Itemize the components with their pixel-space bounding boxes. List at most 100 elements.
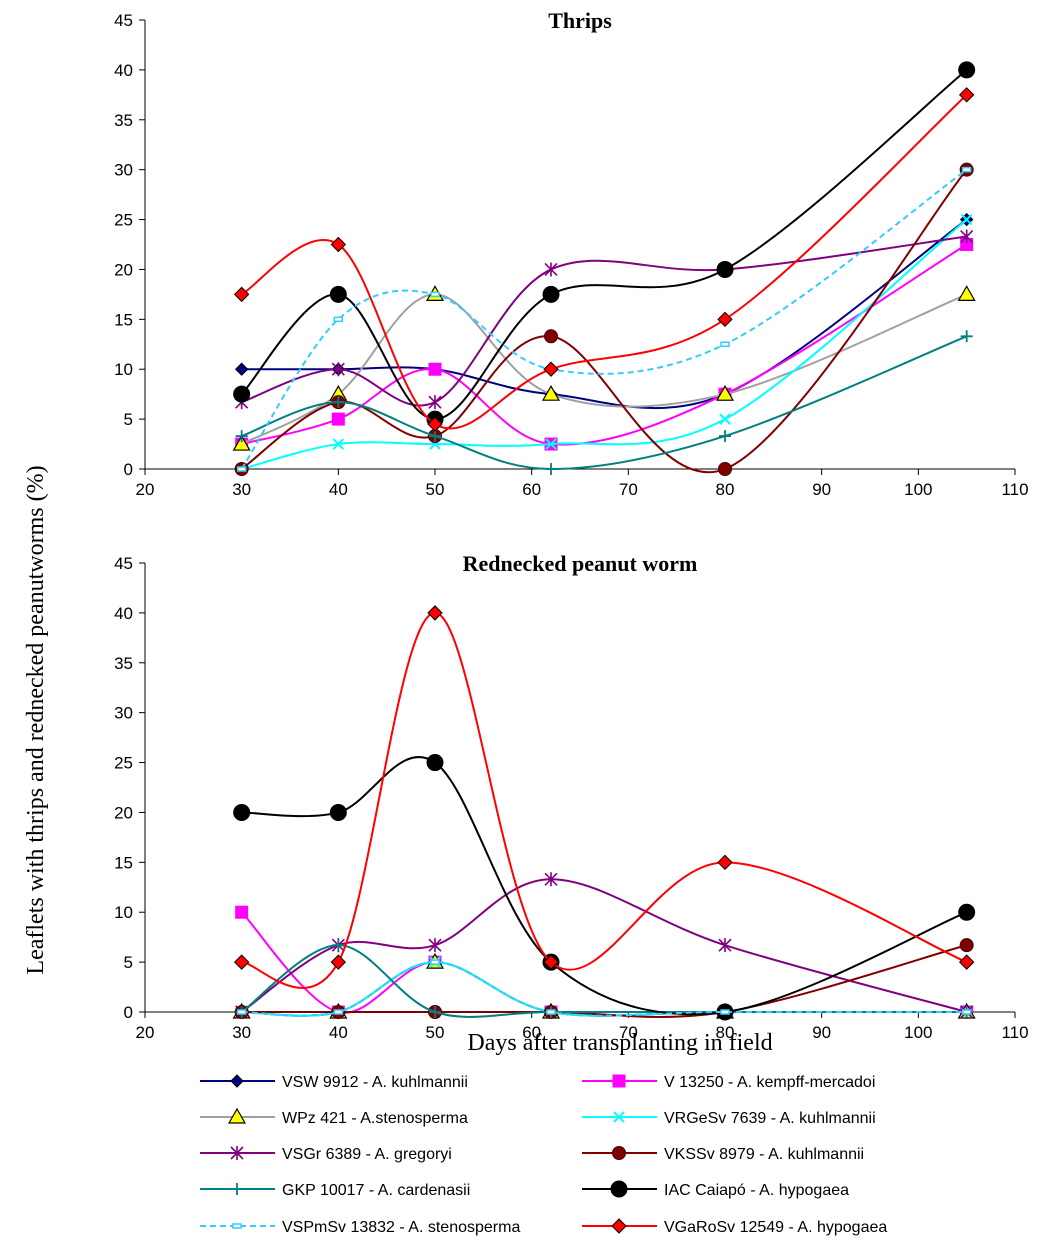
series-vrgesv-7639-a-kuhlmannii bbox=[235, 956, 973, 1018]
legend-label: VSPmSv 13832 - A. stenosperma bbox=[282, 1219, 520, 1236]
x-tick-label: 60 bbox=[522, 480, 541, 499]
x-tick-label: 70 bbox=[619, 1023, 638, 1042]
x-tick-label: 90 bbox=[812, 1023, 831, 1042]
legend-label: VSGr 6389 - A. gregoryi bbox=[282, 1146, 452, 1163]
y-tick-label: 10 bbox=[114, 360, 133, 379]
series-line bbox=[240, 69, 968, 421]
y-axis-label: Leaflets with thrips and rednecked peanu… bbox=[23, 465, 49, 974]
data-point bbox=[718, 938, 732, 953]
data-point bbox=[543, 361, 559, 377]
legend-label: VKSSv 8979 - A. kuhlmannii bbox=[664, 1146, 864, 1163]
y-tick-label: 35 bbox=[114, 111, 133, 130]
legend-marker bbox=[230, 1146, 244, 1160]
data-point bbox=[235, 430, 248, 443]
data-point bbox=[332, 396, 345, 409]
data-point bbox=[234, 362, 249, 376]
data-point bbox=[543, 954, 559, 970]
data-point bbox=[426, 754, 444, 772]
series-vspmsv-13832-a-stenosperma bbox=[236, 166, 972, 472]
legend-item-vsgr-6389-a-gregoryi: VSGr 6389 - A. gregoryi bbox=[200, 1146, 452, 1163]
series-vgarosv-12549-a-hypogaea bbox=[233, 87, 975, 432]
series-vkssv-8979-a-kuhlmannii bbox=[234, 938, 974, 1019]
legend-item-vsw-9912-a-kuhlmannii: VSW 9912 - A. kuhlmannii bbox=[200, 1074, 468, 1091]
x-tick-label: 20 bbox=[136, 1023, 155, 1042]
data-point bbox=[720, 1009, 730, 1015]
chart-title: Rednecked peanut worm bbox=[463, 551, 698, 576]
y-tick-label: 5 bbox=[124, 410, 133, 429]
data-point bbox=[545, 438, 557, 450]
data-point bbox=[542, 285, 560, 303]
data-point bbox=[546, 1009, 556, 1015]
legend-label: IAC Caiapó - A. hypogaea bbox=[664, 1182, 849, 1199]
legend-label: WPz 421 - A.stenosperma bbox=[282, 1110, 468, 1127]
series-line bbox=[241, 944, 967, 1018]
y-tick-label: 15 bbox=[114, 310, 133, 329]
legend-label: VGaRoSv 12549 - A. hypogaea bbox=[664, 1219, 887, 1236]
legend-label: VSW 9912 - A. kuhlmannii bbox=[282, 1074, 468, 1091]
legend-item-iac-caiap-a-hypogaea: IAC Caiapó - A. hypogaea bbox=[582, 1180, 849, 1199]
data-point bbox=[719, 430, 731, 443]
data-point bbox=[236, 1009, 247, 1015]
data-point bbox=[330, 236, 347, 253]
legend-marker bbox=[612, 1146, 626, 1160]
data-point bbox=[958, 87, 975, 103]
legend-marker bbox=[227, 1107, 247, 1124]
series-line bbox=[241, 944, 967, 1018]
data-point bbox=[427, 416, 443, 432]
rednecked-peanut-worm-chart: 0 5 10 15 20 25 30 35 40 45 20 30 40 50 60 70 80 90 100 110… bbox=[114, 551, 1028, 1042]
x-tick-label: 110 bbox=[1001, 480, 1028, 499]
series-vgarosv-12549-a-hypogaea bbox=[233, 605, 975, 989]
data-point bbox=[330, 954, 347, 970]
y-tick-label: 25 bbox=[114, 754, 133, 773]
series-line bbox=[241, 878, 967, 1013]
data-point bbox=[720, 341, 730, 348]
legend-marker bbox=[232, 1223, 242, 1229]
series-gkp-10017-a-cardenasii bbox=[235, 939, 973, 1018]
data-point bbox=[961, 166, 972, 173]
data-point bbox=[544, 329, 558, 344]
legend-item-vgarosv-12549-a-hypogaea: VGaRoSv 12549 - A. hypogaea bbox=[582, 1218, 887, 1236]
y-tick-label: 40 bbox=[114, 604, 133, 623]
data-point bbox=[429, 1006, 441, 1018]
x-tick-label: 50 bbox=[426, 480, 445, 499]
series-line bbox=[241, 756, 968, 1016]
thrips-chart: 0 5 10 15 20 25 30 35 40 45 20 30 40 50 60 70 80 90 100 110… bbox=[114, 8, 1028, 499]
series-gkp-10017-a-cardenasii bbox=[235, 330, 973, 475]
legend-marker bbox=[613, 1111, 625, 1123]
legend-marker bbox=[230, 1074, 244, 1088]
x-tick-label: 110 bbox=[1001, 1023, 1028, 1042]
data-point bbox=[233, 385, 251, 403]
data-point bbox=[429, 430, 441, 443]
y-tick-label: 40 bbox=[114, 61, 133, 80]
x-tick-label: 50 bbox=[426, 1023, 445, 1042]
data-point bbox=[717, 854, 733, 871]
y-tick-label: 0 bbox=[124, 460, 133, 479]
y-tick-label: 25 bbox=[114, 211, 133, 230]
legend: VSW 9912 - A. kuhlmannii V 13250 - A. kem… bbox=[200, 1074, 887, 1236]
legend-marker bbox=[231, 1183, 243, 1195]
y-tick-label: 15 bbox=[114, 853, 133, 872]
y-tick-label: 30 bbox=[114, 161, 133, 180]
data-point bbox=[427, 605, 443, 621]
data-point bbox=[958, 61, 976, 79]
series-line bbox=[241, 169, 968, 474]
series-line bbox=[241, 611, 968, 989]
legend-label: VRGeSv 7639 - A. kuhlmannii bbox=[664, 1110, 876, 1127]
data-point bbox=[958, 903, 976, 921]
data-point bbox=[719, 413, 731, 425]
legend-marker bbox=[612, 1074, 626, 1088]
data-point bbox=[331, 362, 345, 377]
y-tick-label: 35 bbox=[114, 654, 133, 673]
y-tick-label: 20 bbox=[114, 803, 133, 822]
x-tick-label: 90 bbox=[812, 480, 831, 499]
data-point bbox=[329, 803, 347, 821]
data-point bbox=[233, 286, 250, 303]
data-point bbox=[544, 872, 558, 887]
x-tick-label: 80 bbox=[716, 480, 735, 499]
series-line bbox=[241, 961, 967, 1017]
data-point bbox=[332, 438, 345, 450]
legend-item-vspmsv-13832-a-stenosperma: VSPmSv 13832 - A. stenosperma bbox=[200, 1219, 520, 1236]
series-line bbox=[241, 235, 967, 407]
series-v-13250-a-kempff-mercadoi bbox=[235, 238, 974, 451]
